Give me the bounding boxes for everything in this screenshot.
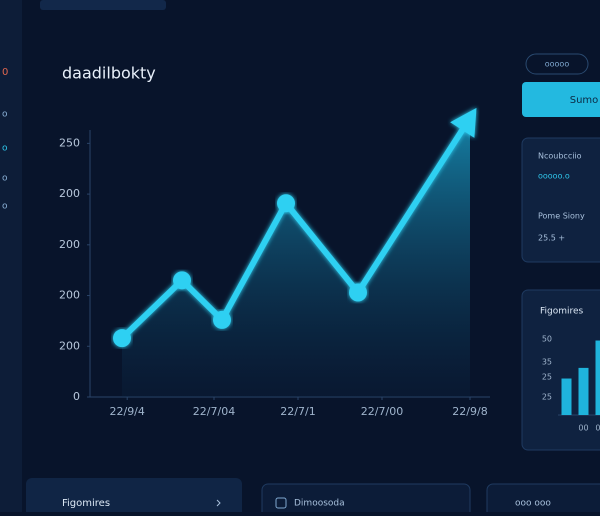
y-tick-label: 200: [59, 339, 80, 352]
sidebar-item[interactable]: 0: [2, 67, 8, 78]
card-value: 25.5 +: [538, 234, 565, 243]
bar: [579, 368, 589, 415]
mini-y-tick-label: 25: [542, 392, 552, 401]
small-button-label: ooooo: [545, 60, 570, 69]
mini-chart-title: Figomires: [540, 307, 584, 317]
point: [213, 311, 231, 329]
card-value: ooooo.o: [538, 172, 570, 181]
x-tick-label: 22/7/00: [361, 405, 403, 418]
bar: [596, 341, 600, 415]
y-tick-label: 200: [59, 187, 80, 200]
bar: [562, 379, 572, 415]
point: [349, 284, 367, 302]
point: [113, 329, 131, 347]
x-tick-label: 22/9/4: [109, 405, 144, 418]
mini-x-tick-label: 05: [595, 424, 600, 433]
top-tab: [40, 0, 166, 10]
point: [277, 194, 295, 212]
area: [122, 118, 470, 397]
bottom-card-label: Figomires: [62, 498, 110, 509]
mini-y-tick-label: 25: [542, 373, 552, 382]
sidebar-item[interactable]: o: [2, 144, 8, 154]
x-tick-label: 22/7/04: [193, 405, 235, 418]
y-tick-label: 200: [59, 238, 80, 251]
mini-y-tick-label: 35: [542, 357, 552, 366]
sidebar-item[interactable]: o: [2, 202, 8, 212]
mini-x-tick-label: 00: [578, 424, 588, 433]
card-label: Pome Siony: [538, 212, 585, 221]
sidebar-item[interactable]: o: [2, 110, 8, 120]
x-tick-label: 22/7/1: [280, 405, 315, 418]
main-button-label: Sumo: [570, 95, 599, 106]
bottom-card-label: ooo ooo: [515, 499, 551, 509]
x-tick-label: 22/9/8: [452, 405, 487, 418]
y-tick-label: 0: [73, 390, 80, 403]
point: [173, 271, 191, 289]
bottom-card-label: Dimoosoda: [294, 499, 345, 509]
sidebar-item[interactable]: o: [2, 174, 8, 184]
mini-y-tick-label: 50: [542, 335, 552, 344]
chart-title: daadilbokty: [62, 64, 156, 83]
y-tick-label: 250: [59, 136, 80, 149]
y-tick-label: 200: [59, 289, 80, 302]
card-label: Ncoubcciio: [538, 152, 582, 161]
bottom-card[interactable]: [26, 478, 242, 512]
